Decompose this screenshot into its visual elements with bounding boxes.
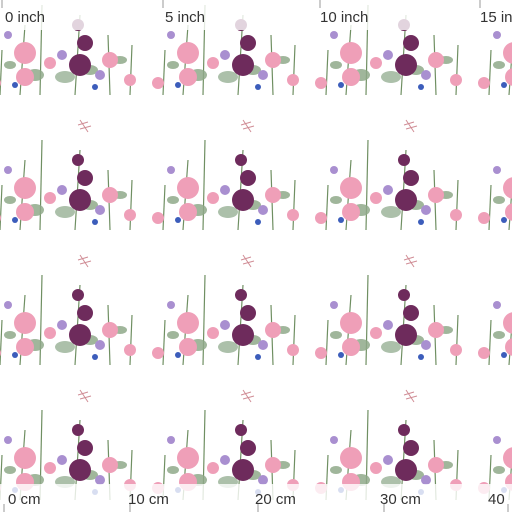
ruler-label: 0 inch bbox=[5, 9, 45, 26]
ruler-bottom bbox=[0, 484, 512, 512]
ruler-label: 15 in bbox=[480, 9, 512, 26]
ruler-top-ticks bbox=[1, 0, 481, 8]
ruler-label: 5 inch bbox=[165, 9, 205, 26]
ruler-label: 40 bbox=[488, 491, 505, 508]
ruler-label: 20 cm bbox=[255, 491, 296, 508]
ruler-label: 10 cm bbox=[128, 491, 169, 508]
ruler-label: 10 inch bbox=[320, 9, 368, 26]
ruler-label: 30 cm bbox=[380, 491, 421, 508]
ruler-bottom-ticks bbox=[3, 504, 509, 512]
ruler-top bbox=[0, 0, 512, 30]
ruler-label: 0 cm bbox=[8, 491, 41, 508]
